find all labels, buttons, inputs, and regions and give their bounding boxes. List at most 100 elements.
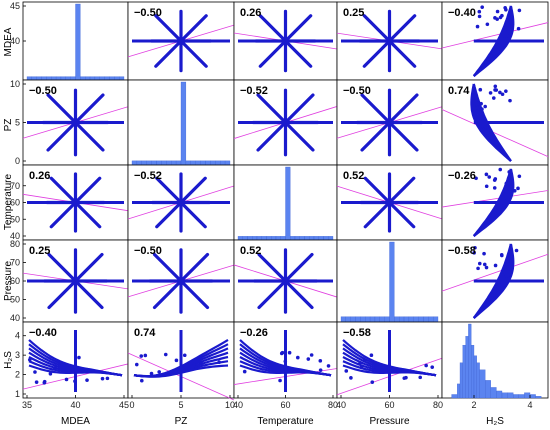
histogram-bar: [490, 387, 497, 399]
scatter-point: [318, 359, 323, 363]
scatter-point: [404, 375, 408, 380]
histogram-bar: [345, 316, 351, 323]
scatter-point: [485, 22, 490, 27]
histogram-bar: [166, 160, 172, 166]
cell-mdea-vs-h2s: −0.40: [441, 1, 549, 81]
x-label-mdea: MDEA: [61, 416, 90, 427]
cell-temperature-vs-h2s: −0.26: [441, 164, 549, 241]
cell-pz-vs-pressure: −0.50: [336, 79, 443, 166]
correlation-label: 0.52: [343, 170, 364, 182]
scatter-point: [498, 90, 502, 95]
cell-h2s-vs-pressure: −0.58 40 60 80: [336, 321, 443, 410]
correlation-label: −0.50: [29, 85, 57, 97]
cell-pressure-vs-temperature: 0.52: [233, 239, 338, 323]
cell-temperature-vs-temperature: [233, 164, 338, 241]
scatter-point: [484, 172, 489, 177]
histogram-bar: [256, 236, 262, 241]
histogram-bar: [476, 362, 480, 399]
histogram-bar: [403, 316, 410, 323]
histogram-bar: [408, 316, 414, 323]
fit-line: [441, 22, 549, 49]
histogram-bar: [195, 160, 201, 166]
histogram-bar: [518, 394, 525, 399]
histogram-bar: [309, 236, 315, 241]
scatter-point: [475, 24, 480, 29]
histogram-bar: [304, 236, 310, 241]
scatter-point: [173, 369, 178, 374]
histogram-bar: [418, 316, 424, 323]
histogram-bar: [247, 236, 253, 241]
correlation-label: −0.52: [240, 85, 268, 97]
scatter-point: [297, 369, 302, 373]
histogram-bar: [369, 316, 376, 323]
scatter-point: [157, 370, 161, 374]
scatter-point: [514, 248, 519, 253]
cell-pressure-vs-pz: −0.50: [127, 239, 235, 323]
scatter-point: [493, 16, 497, 20]
scatter-point: [517, 8, 522, 13]
histogram-bar: [185, 160, 191, 166]
scatter-point: [505, 259, 510, 263]
x-tick-label: 10: [225, 400, 235, 410]
scatter-point: [163, 352, 168, 357]
scatter-point: [358, 361, 362, 365]
scatter-point: [139, 378, 144, 383]
cell-temperature-vs-mdea: 0.26 40 50 60 70: [10, 164, 129, 241]
y-tick-label: 70: [10, 258, 20, 268]
scatter-point: [480, 107, 484, 111]
x-tick-label: 0: [129, 400, 134, 410]
scatter-point: [242, 369, 247, 374]
scatter-point: [344, 369, 349, 373]
histogram-bar: [104, 76, 110, 81]
scatter-point: [503, 263, 508, 268]
scatter-point: [85, 378, 89, 382]
histogram-bar: [479, 369, 486, 399]
x-axis-labels: MDEA PZ Temperature Pressure H₂S: [61, 416, 504, 427]
scatter-point: [507, 170, 512, 174]
histogram-bar: [180, 81, 187, 166]
y-tick-label: 4: [15, 331, 20, 341]
histogram-bar: [462, 344, 466, 399]
y-label-pz: PZ: [3, 119, 14, 132]
histogram-bar: [41, 76, 47, 81]
correlation-label: 0.74: [134, 327, 156, 339]
scatter-point: [424, 363, 428, 368]
scatter-point: [430, 365, 435, 369]
fit-line: [441, 190, 549, 208]
y-tick-label: 3: [15, 350, 20, 360]
scatter-point: [194, 365, 199, 370]
scatter-point: [493, 263, 498, 268]
cell-pz-vs-pz: [127, 79, 235, 166]
scatter-point: [487, 175, 492, 179]
correlation-label: −0.26: [240, 327, 268, 339]
scatter-point: [478, 87, 483, 92]
histogram-bar: [252, 236, 258, 241]
histogram-bar: [151, 160, 157, 166]
scatter-point: [369, 353, 374, 358]
scatter-point: [508, 98, 512, 103]
y-tick-label: 2: [15, 370, 20, 380]
y-tick-label: 60: [10, 276, 20, 286]
histogram-bar: [340, 316, 346, 323]
scatter-point: [181, 368, 186, 372]
y-tick-label: 45: [10, 1, 20, 11]
histogram-bar: [70, 76, 76, 81]
correlation-label: −0.50: [134, 7, 162, 19]
y-tick-label: 5: [15, 118, 20, 128]
scatter-point: [217, 360, 222, 364]
cell-h2s-vs-pz: 0.74 0 5 10: [127, 321, 235, 410]
histogram-bar: [529, 394, 536, 399]
histogram-bar: [224, 160, 231, 166]
histogram-bar: [119, 76, 125, 81]
histogram-bar: [473, 355, 477, 399]
cell-pressure-vs-pressure: [336, 239, 443, 323]
cell-temperature-vs-pressure: 0.52: [336, 164, 443, 241]
x-label-h2s: H₂S: [486, 416, 504, 427]
histogram-bar: [55, 76, 62, 81]
histogram-bar: [471, 344, 475, 399]
scatter-point: [77, 355, 81, 360]
scatter-point: [475, 105, 480, 110]
cell-h2s-vs-temperature: −0.26 40 60 80: [233, 321, 338, 410]
